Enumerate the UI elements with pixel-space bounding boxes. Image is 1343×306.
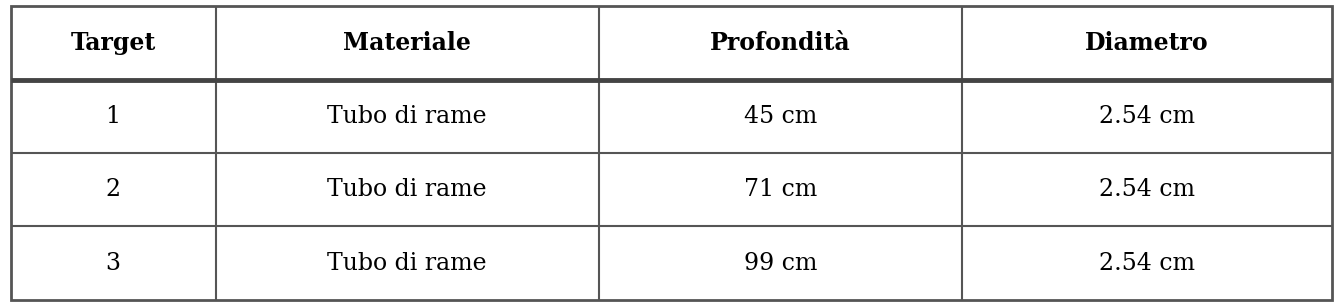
Text: 71 cm: 71 cm [744, 178, 817, 201]
Bar [216, 6, 599, 80]
Bar [216, 226, 599, 300]
Text: Tubo di rame: Tubo di rame [328, 178, 488, 201]
Text: 2.54 cm: 2.54 cm [1099, 178, 1195, 201]
Text: 1: 1 [106, 105, 121, 128]
Bar [599, 226, 962, 300]
Bar [216, 80, 599, 153]
Text: Profondità: Profondità [710, 31, 851, 55]
Bar [962, 80, 1332, 153]
Text: 2.54 cm: 2.54 cm [1099, 105, 1195, 128]
Text: 2: 2 [106, 178, 121, 201]
Bar [11, 6, 216, 80]
Bar [11, 80, 216, 153]
Bar [599, 80, 962, 153]
Text: Materiale: Materiale [344, 31, 471, 55]
Bar [962, 153, 1332, 226]
Text: 2.54 cm: 2.54 cm [1099, 252, 1195, 275]
Text: 3: 3 [106, 252, 121, 275]
Bar [11, 153, 216, 226]
Bar [962, 6, 1332, 80]
Bar [599, 6, 962, 80]
Bar [216, 153, 599, 226]
Text: Tubo di rame: Tubo di rame [328, 252, 488, 275]
Text: 45 cm: 45 cm [744, 105, 817, 128]
Bar [599, 153, 962, 226]
Bar [11, 226, 216, 300]
Text: Target: Target [71, 31, 156, 55]
Text: 99 cm: 99 cm [744, 252, 817, 275]
Text: Diametro: Diametro [1085, 31, 1209, 55]
Bar [962, 226, 1332, 300]
Text: Tubo di rame: Tubo di rame [328, 105, 488, 128]
